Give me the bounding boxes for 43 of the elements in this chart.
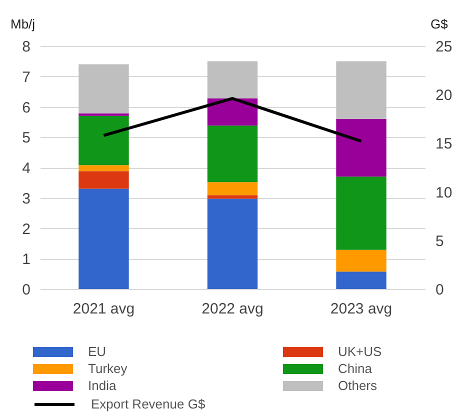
- y2-tick-label: 0: [436, 282, 444, 298]
- bar: [78, 171, 129, 189]
- x-tick-label: 2021 avg: [72, 300, 135, 318]
- bar: [78, 188, 129, 289]
- bar: [207, 182, 258, 196]
- bar: [78, 165, 129, 172]
- bar: [336, 61, 386, 119]
- y2-tick-label: 20: [436, 87, 452, 104]
- y2-tick-label: 25: [436, 38, 452, 56]
- y-tick-label: 3: [22, 190, 30, 208]
- legend-label: Others: [338, 378, 378, 393]
- x-tick-label: 2023 avg: [330, 300, 392, 318]
- y-tick-label: 1: [22, 251, 30, 268]
- y2-axis-title: G$: [430, 16, 449, 32]
- bar: [78, 64, 129, 114]
- legend-label: China: [338, 361, 373, 376]
- y-tick-label: 7: [22, 68, 30, 86]
- bar: [78, 113, 129, 116]
- y-tick-label: 5: [22, 130, 30, 147]
- y-tick-label: 2: [22, 220, 30, 238]
- legend-label: UK+US: [338, 344, 382, 359]
- y-tick-label: 6: [22, 99, 30, 116]
- bar: [207, 126, 258, 182]
- y2-tick-label: 10: [436, 184, 452, 202]
- y2-tick-label: 15: [436, 136, 452, 153]
- x-tick-label: 2022 avg: [202, 300, 264, 318]
- y-tick-label: 0: [22, 282, 30, 298]
- bar: [336, 250, 386, 272]
- bar: [207, 195, 258, 199]
- bar: [207, 61, 258, 98]
- y-tick-label: 8: [22, 38, 30, 56]
- bar: [336, 118, 386, 177]
- legend-label: EU: [88, 344, 106, 359]
- legend-label: Turkey: [88, 361, 128, 376]
- y-axis-title: Mb/j: [10, 16, 36, 32]
- y-tick-label: 4: [22, 160, 30, 177]
- bar: [207, 198, 258, 289]
- bar: [336, 176, 386, 250]
- legend-label: Export Revenue G$: [91, 396, 206, 412]
- y2-tick-label: 5: [436, 232, 444, 250]
- bar: [336, 272, 386, 289]
- bar: [78, 116, 129, 166]
- legend-label: India: [88, 378, 117, 393]
